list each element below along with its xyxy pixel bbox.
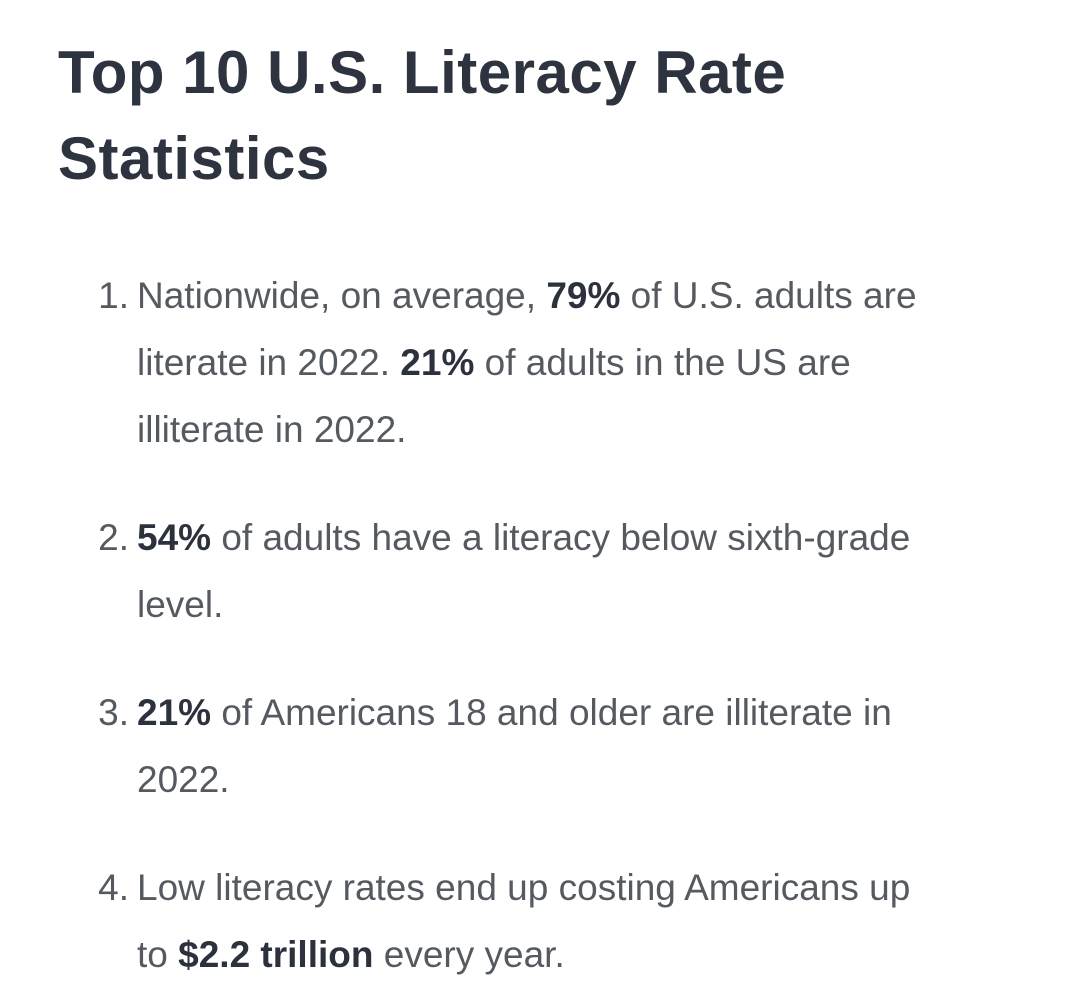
stat-highlight: 79% [546, 275, 621, 316]
stat-text: 2022. [137, 759, 230, 800]
list-item-text: Nationwide, on average, 79% of U.S. adul… [137, 262, 1037, 463]
list-item-number: 2. [98, 517, 129, 558]
list-item-number: 3. [98, 692, 129, 733]
stat-text: of U.S. adults are [620, 275, 917, 316]
stat-text: literate in 2022. [137, 342, 401, 383]
list-item-number: 4. [98, 867, 129, 908]
stat-text: Nationwide, on average, [137, 275, 547, 316]
stat-text: to [137, 934, 179, 975]
stat-highlight: 54% [137, 517, 212, 558]
list-item: 2. 54% of adults have a literacy below si… [58, 504, 1060, 638]
stat-text: Low literacy rates end up costing Americ… [137, 867, 911, 908]
statistics-list: 1. Nationwide, on average, 79% of U.S. ad… [58, 262, 1060, 988]
stat-highlight: 21% [400, 342, 475, 383]
stat-text: of Americans 18 and older are illiterate… [211, 692, 892, 733]
stat-highlight: 21% [137, 692, 212, 733]
list-item-text: 54% of adults have a literacy below sixt… [137, 504, 1037, 638]
list-item: 1. Nationwide, on average, 79% of U.S. ad… [58, 262, 1060, 463]
list-item: 4. Low literacy rates end up costing Amer… [58, 854, 1060, 988]
page-title: Top 10 U.S. Literacy Rate Statistics [58, 39, 787, 192]
stat-text: of adults in the US are [474, 342, 851, 383]
stat-text: every year. [373, 934, 565, 975]
list-item-text: Low literacy rates end up costing Americ… [137, 854, 1037, 988]
stat-text: illiterate in 2022. [137, 409, 407, 450]
list-item: 3. 21% of Americans 18 and older are illi… [58, 679, 1060, 813]
stat-highlight: $2.2 trillion [178, 934, 374, 975]
list-item-text: 21% of Americans 18 and older are illite… [137, 679, 1037, 813]
stat-text: of adults have a literacy below sixth-gr… [211, 517, 911, 558]
stat-text: level. [137, 584, 224, 625]
list-item-number: 1. [98, 275, 129, 316]
